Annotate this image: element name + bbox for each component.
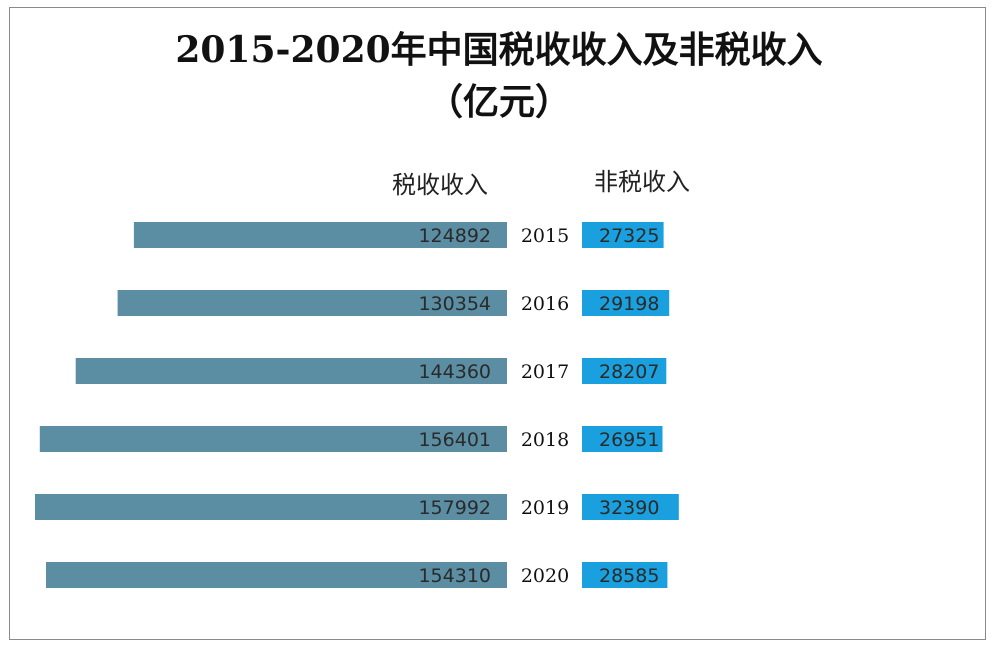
bar-tax-2018 bbox=[39, 426, 508, 452]
bar-nontax-2016 bbox=[582, 290, 670, 316]
series-label-tax: 税收收入 bbox=[392, 171, 488, 199]
value-label-nontax-2015: 27325 bbox=[599, 225, 659, 247]
bar-tax-2015 bbox=[133, 222, 507, 248]
value-label-nontax-2018: 26951 bbox=[599, 429, 659, 451]
bar-nontax-2020 bbox=[582, 562, 668, 588]
bar-tax-2020 bbox=[46, 562, 507, 588]
value-label-tax-2016: 130354 bbox=[418, 293, 491, 315]
value-label-nontax-2019: 32390 bbox=[599, 497, 659, 519]
bars-group: 124892 2015 27325 130354 2016 29198 144360 2017… bbox=[35, 222, 679, 588]
year-label-2017: 2017 bbox=[521, 361, 569, 383]
bar-nontax-2017 bbox=[582, 358, 667, 384]
value-label-nontax-2017: 28207 bbox=[599, 361, 659, 383]
value-label-nontax-2016: 29198 bbox=[599, 293, 659, 315]
year-label-2016: 2016 bbox=[521, 293, 569, 315]
year-label-2019: 2019 bbox=[521, 497, 569, 519]
year-label-2015: 2015 bbox=[521, 225, 569, 247]
value-label-tax-2019: 157992 bbox=[418, 497, 491, 519]
bar-tax-2019 bbox=[35, 494, 507, 520]
value-label-tax-2020: 154310 bbox=[418, 565, 491, 587]
value-label-nontax-2020: 28585 bbox=[599, 565, 659, 587]
value-label-tax-2015: 124892 bbox=[418, 225, 491, 247]
bar-tax-2017 bbox=[75, 358, 507, 384]
bar-nontax-2019 bbox=[582, 494, 679, 520]
bar-nontax-2015 bbox=[582, 222, 664, 248]
bar-tax-2016 bbox=[117, 290, 507, 316]
value-label-tax-2018: 156401 bbox=[418, 429, 491, 451]
chart-title-line2: （亿元） bbox=[426, 81, 571, 123]
chart-title-line1: 2015-2020年中国税收收入及非税收入 bbox=[175, 29, 823, 71]
chart-title: 2015-2020年中国税收收入及非税收入 （亿元） bbox=[0, 24, 998, 128]
series-label-nontax: 非税收入 bbox=[594, 168, 690, 196]
year-label-2020: 2020 bbox=[521, 565, 569, 587]
value-label-tax-2017: 144360 bbox=[418, 361, 491, 383]
bar-nontax-2018 bbox=[582, 426, 663, 452]
chart-frame bbox=[9, 7, 986, 640]
year-label-2018: 2018 bbox=[521, 429, 569, 451]
